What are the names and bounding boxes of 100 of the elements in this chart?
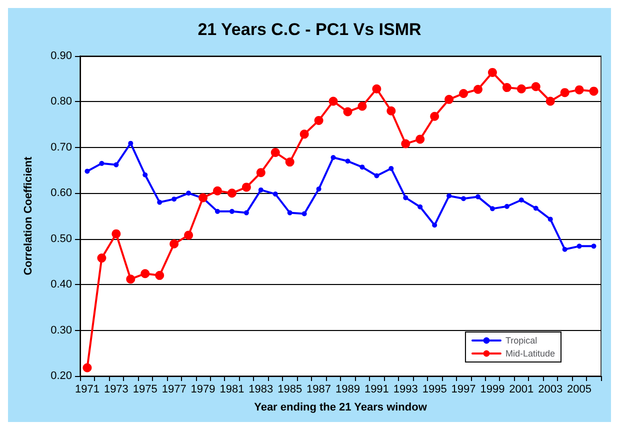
x-tick-label: 1991: [364, 384, 389, 396]
point: [488, 68, 497, 77]
point: [316, 186, 322, 192]
y-tick-label: 0.90: [50, 50, 72, 62]
point: [84, 168, 90, 174]
y-tick-label: 0.80: [50, 96, 72, 108]
point: [403, 195, 408, 200]
point: [374, 173, 380, 178]
x-tick-label: 1987: [306, 384, 332, 396]
point: [562, 246, 568, 252]
chart-title: 21 Years C.C - PC1 Vs ISMR: [198, 20, 422, 39]
point: [229, 208, 234, 214]
point: [360, 164, 365, 170]
point: [358, 102, 367, 111]
y-tick-label: 0.60: [50, 187, 72, 200]
point: [343, 107, 352, 116]
x-tick-label: 1977: [162, 384, 186, 396]
x-tick-label: 1983: [248, 384, 274, 396]
point: [372, 84, 382, 94]
point: [504, 204, 510, 209]
point: [300, 130, 309, 139]
point: [328, 96, 338, 106]
x-tick-label: 1985: [278, 384, 302, 396]
point: [214, 208, 220, 214]
point: [256, 168, 266, 178]
point: [516, 84, 526, 94]
point: [459, 88, 468, 98]
point: [314, 116, 324, 125]
point: [591, 244, 596, 249]
point: [560, 88, 570, 98]
point: [416, 134, 425, 144]
point: [546, 96, 555, 106]
point: [444, 94, 454, 104]
point: [155, 270, 164, 280]
point: [287, 210, 292, 216]
point: [142, 172, 148, 178]
point: [82, 363, 92, 372]
point: [227, 188, 236, 198]
x-tick-label: 2003: [538, 384, 563, 396]
point: [242, 182, 251, 192]
point: [502, 83, 512, 92]
x-tick-label: 1971: [74, 384, 100, 396]
point: [589, 86, 598, 96]
point: [461, 196, 466, 202]
point: [574, 85, 584, 94]
point: [128, 140, 134, 146]
x-tick-label: 1997: [451, 384, 476, 396]
point: [475, 194, 480, 200]
point: [531, 82, 540, 92]
x-tick-label: 1981: [220, 384, 244, 396]
point: [114, 162, 119, 168]
point: [172, 196, 177, 202]
point: [258, 187, 264, 192]
x-tick-label: 1975: [132, 384, 158, 396]
x-tick-label: 1999: [480, 384, 505, 396]
point: [97, 254, 106, 263]
x-tick-label: 1995: [422, 384, 447, 396]
point: [126, 274, 136, 284]
point: [198, 193, 208, 202]
x-tick-label: 1993: [393, 384, 418, 396]
point: [401, 139, 410, 148]
point: [386, 106, 396, 116]
point: [418, 204, 423, 210]
x-tick-label: 1979: [190, 384, 216, 396]
point: [330, 154, 336, 160]
x-tick-label: 2001: [509, 384, 534, 396]
y-axis-title: Correlation Coefficient: [22, 156, 34, 276]
point: [533, 206, 538, 211]
legend-label: Mid-Latitude: [505, 348, 556, 358]
point: [345, 158, 350, 164]
point: [446, 193, 452, 198]
y-tick-label: 0.50: [50, 232, 72, 245]
point: [99, 160, 104, 166]
point: [170, 239, 179, 248]
point: [518, 198, 524, 202]
point: [285, 158, 294, 167]
point: [302, 211, 307, 216]
point: [432, 222, 438, 228]
y-tick-label: 0.20: [50, 370, 72, 382]
x-tick-label: 1973: [104, 384, 128, 396]
y-tick-label: 0.40: [50, 278, 72, 291]
point: [186, 190, 192, 196]
x-tick-label: 1989: [335, 384, 360, 396]
point: [157, 200, 162, 205]
point: [473, 84, 482, 94]
point: [430, 112, 440, 121]
point: [576, 244, 582, 249]
point: [184, 230, 194, 240]
point: [140, 269, 150, 278]
x-tick-label: 2005: [567, 384, 592, 396]
point: [112, 229, 121, 238]
y-tick-label: 0.70: [50, 141, 72, 154]
point: [272, 192, 278, 197]
point: [490, 206, 495, 212]
point: [270, 148, 280, 157]
point: [244, 210, 249, 216]
point: [388, 166, 394, 171]
y-tick-label: 0.30: [50, 324, 72, 336]
point: [212, 186, 222, 196]
legend-label: Tropical: [505, 336, 538, 346]
